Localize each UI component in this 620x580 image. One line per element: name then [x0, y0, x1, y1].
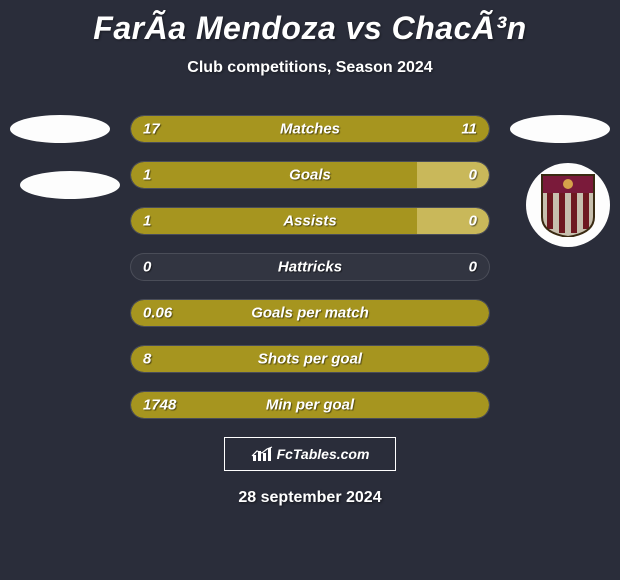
stat-label: Shots per goal: [258, 351, 362, 368]
stat-value-right: 0: [469, 213, 477, 230]
stat-label: Assists: [283, 213, 336, 230]
stat-value-left: 17: [143, 121, 160, 138]
stat-label: Hattricks: [278, 259, 342, 276]
bar-fill-left: [131, 162, 417, 188]
stat-row: 1 0 Goals: [130, 161, 490, 189]
stat-value-left: 1: [143, 167, 151, 184]
shield-icon: [540, 173, 596, 237]
stat-row: 8 Shots per goal: [130, 345, 490, 373]
stat-label: Matches: [280, 121, 340, 138]
player-right-badge-1: [510, 115, 610, 143]
stat-bars: 17 11 Matches 1 0 Goals 1 0 Assists 0 0 Hattricks 0.…: [130, 115, 490, 419]
stat-value-left: 0.06: [143, 305, 172, 322]
stat-row: 0.06 Goals per match: [130, 299, 490, 327]
bar-fill-right: [417, 162, 489, 188]
footer-date: 28 september 2024: [0, 489, 620, 507]
bar-fill-right: [417, 208, 489, 234]
club-crest: [526, 163, 610, 247]
chart-icon: [251, 445, 273, 463]
stat-row: 0 0 Hattricks: [130, 253, 490, 281]
stat-value-left: 1748: [143, 397, 176, 414]
stat-row: 1748 Min per goal: [130, 391, 490, 419]
stat-label: Min per goal: [266, 397, 354, 414]
stat-value-left: 0: [143, 259, 151, 276]
stat-value-right: 11: [461, 121, 477, 138]
brand-label: FcTables.com: [277, 446, 370, 462]
stat-value-left: 1: [143, 213, 151, 230]
page-title: FarÃ­a Mendoza vs ChacÃ³n: [0, 0, 620, 47]
stat-row: 17 11 Matches: [130, 115, 490, 143]
stat-label: Goals: [289, 167, 331, 184]
stat-row: 1 0 Assists: [130, 207, 490, 235]
bar-fill-left: [131, 208, 417, 234]
page-subtitle: Club competitions, Season 2024: [0, 59, 620, 77]
player-left-badge-1: [10, 115, 110, 143]
brand-logo: FcTables.com: [224, 437, 396, 471]
comparison-panel: 17 11 Matches 1 0 Goals 1 0 Assists 0 0 Hattricks 0.…: [0, 115, 620, 419]
stat-value-right: 0: [469, 167, 477, 184]
stat-value-left: 8: [143, 351, 151, 368]
player-left-badge-2: [20, 171, 120, 199]
stat-value-right: 0: [469, 259, 477, 276]
stat-label: Goals per match: [251, 305, 369, 322]
